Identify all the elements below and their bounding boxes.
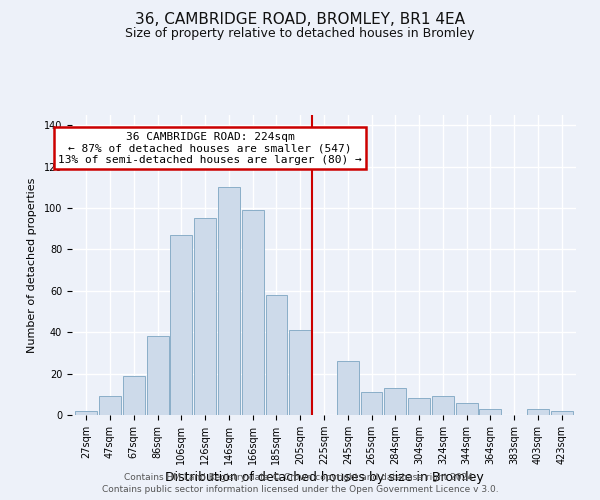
Bar	[170, 235, 192, 415]
Text: Contains public sector information licensed under the Open Government Licence v : Contains public sector information licen…	[101, 485, 499, 494]
Text: 36 CAMBRIDGE ROAD: 224sqm
← 87% of detached houses are smaller (547)
13% of semi: 36 CAMBRIDGE ROAD: 224sqm ← 87% of detac…	[58, 132, 362, 165]
X-axis label: Distribution of detached houses by size in Bromley: Distribution of detached houses by size …	[164, 471, 484, 484]
Bar	[194, 218, 216, 415]
Bar	[76, 411, 97, 415]
Bar	[99, 396, 121, 415]
Bar	[123, 376, 145, 415]
Text: 36, CAMBRIDGE ROAD, BROMLEY, BR1 4EA: 36, CAMBRIDGE ROAD, BROMLEY, BR1 4EA	[135, 12, 465, 28]
Y-axis label: Number of detached properties: Number of detached properties	[27, 178, 37, 352]
Bar	[289, 330, 311, 415]
Bar	[456, 402, 478, 415]
Bar	[218, 188, 240, 415]
Bar	[432, 396, 454, 415]
Bar	[527, 409, 549, 415]
Text: Size of property relative to detached houses in Bromley: Size of property relative to detached ho…	[125, 28, 475, 40]
Bar	[361, 392, 382, 415]
Bar	[479, 409, 502, 415]
Bar	[146, 336, 169, 415]
Bar	[385, 388, 406, 415]
Bar	[551, 411, 572, 415]
Bar	[337, 361, 359, 415]
Text: Contains HM Land Registry data © Crown copyright and database right 2024.: Contains HM Land Registry data © Crown c…	[124, 472, 476, 482]
Bar	[408, 398, 430, 415]
Bar	[242, 210, 263, 415]
Bar	[266, 295, 287, 415]
